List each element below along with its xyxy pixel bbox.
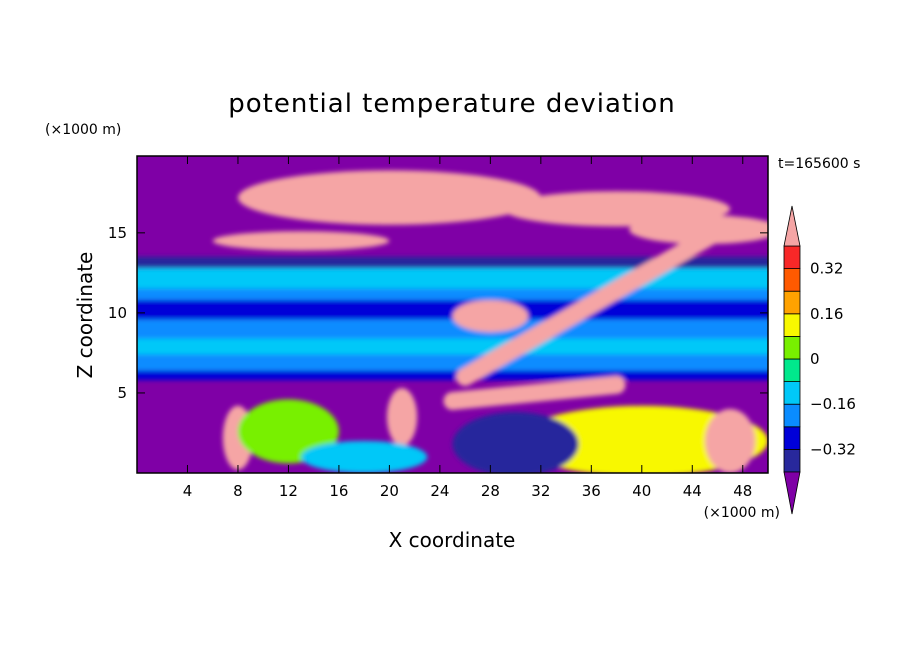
x-axis-label: X coordinate	[389, 528, 516, 552]
y-tick-label: 5	[117, 384, 127, 402]
colorbar-swatch	[783, 358, 801, 383]
colorbar-swatch	[783, 290, 801, 315]
colorbar-label: 0	[810, 350, 820, 368]
contour-region-6	[137, 354, 768, 371]
plot-area	[137, 156, 768, 473]
contour-region-19	[704, 408, 756, 473]
colorbar-swatch	[783, 403, 801, 428]
x-tick-label: 16	[329, 482, 348, 500]
contour-region-17	[515, 405, 768, 473]
y-units-label: (×1000 m)	[45, 122, 121, 138]
x-tick-label: 32	[531, 482, 550, 500]
colorbar-label: −0.32	[810, 440, 856, 458]
contour-region-1	[137, 268, 768, 289]
x-tick-label: 8	[233, 482, 243, 500]
y-axis: 5 10 15	[108, 224, 768, 402]
contour-region-14	[452, 300, 529, 333]
colorbar-label: 0.32	[810, 260, 843, 278]
y-tick-label: 10	[108, 304, 127, 322]
contour-region-20	[301, 440, 428, 473]
x-units-label: (×1000 m)	[704, 505, 780, 521]
chart-title: potential temperature deviation	[228, 89, 675, 119]
colorbar-label: −0.16	[810, 395, 856, 413]
x-tick-label: 4	[183, 482, 193, 500]
colorbar-swatch	[783, 381, 801, 405]
x-tick-label: 44	[683, 482, 702, 500]
colorbar-swatch	[783, 426, 801, 450]
x-tick-label: 36	[582, 482, 601, 500]
contour-region-2	[137, 288, 768, 301]
colorbar: −0.32 −0.16 0 0.16 0.32	[783, 205, 856, 515]
colorbar-swatch	[783, 448, 801, 473]
colorbar-max-extend	[783, 205, 801, 247]
y-tick-label: 15	[108, 224, 127, 242]
y-axis-label: Z coordinate	[73, 252, 97, 379]
colorbar-swatch	[783, 268, 801, 292]
colorbar-label: 0.16	[810, 305, 843, 323]
contour-region-7	[137, 370, 768, 381]
plot-frame	[136, 155, 769, 474]
x-tick-label: 48	[733, 482, 752, 500]
colorbar-swatch	[783, 245, 801, 270]
x-tick-label: 12	[279, 482, 298, 500]
x-axis: 4 8 12 16 20 24 28 32 36 40 44 48	[183, 156, 752, 500]
time-label: t=165600 s	[778, 156, 860, 172]
contour-region-21	[452, 412, 579, 473]
x-tick-label: 20	[380, 482, 399, 500]
colorbar-swatch	[783, 313, 801, 337]
x-tick-label: 40	[632, 482, 651, 500]
contour-region-16	[386, 388, 418, 446]
contour-region-12	[456, 215, 740, 386]
x-tick-label: 24	[430, 482, 449, 500]
x-tick-label: 28	[481, 482, 500, 500]
contour-region-8	[237, 170, 541, 225]
contour-region-13	[443, 375, 626, 410]
contour-region-5	[137, 338, 768, 355]
contour-region-4	[137, 319, 768, 339]
colorbar-swatch	[783, 335, 801, 360]
contour-region-0	[137, 256, 768, 269]
colorbar-min-extend	[783, 471, 801, 515]
contour-region-10	[212, 231, 390, 251]
contour-region-3	[137, 300, 768, 320]
